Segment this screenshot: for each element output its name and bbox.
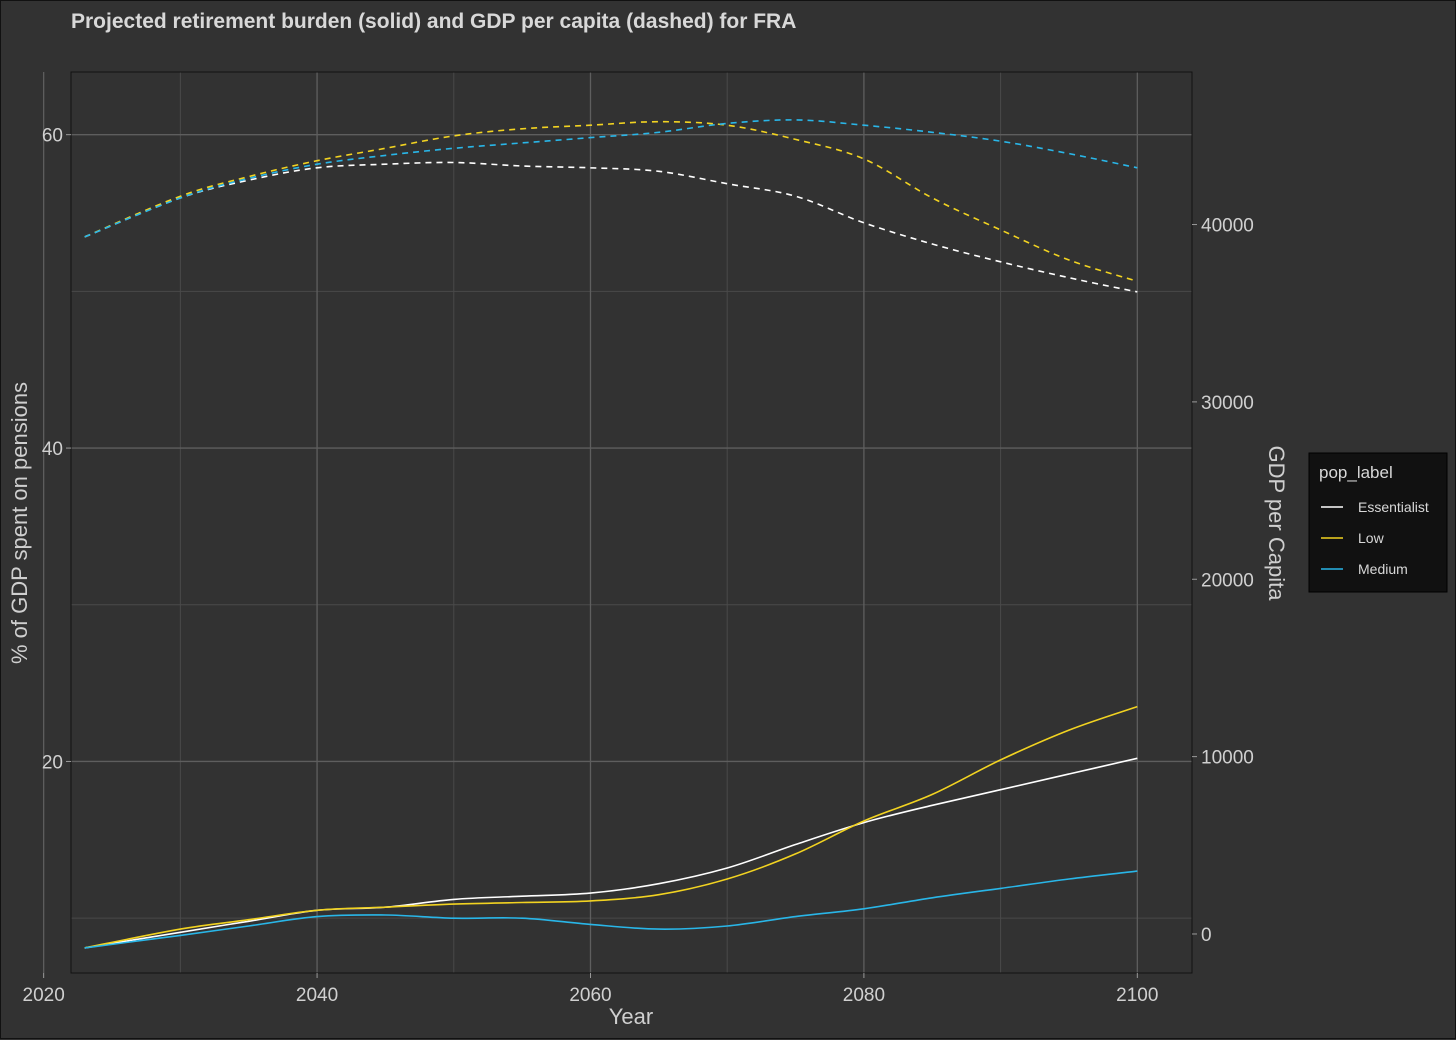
x-tick-label: 2020 [23,985,65,1006]
x-tick-label: 2100 [1116,985,1158,1006]
legend-label-low: Low [1358,530,1385,546]
y-tick-label: 60 [42,126,63,147]
legend-label-medium: Medium [1358,561,1408,577]
x-tick-label: 2060 [569,985,611,1006]
y-right-tick-label: 20000 [1201,570,1254,591]
legend: pop_label Essentialist Low Medium [1308,452,1448,593]
series-line-medium-solid [84,870,1138,949]
y-right-tick-label: 40000 [1201,216,1254,237]
series-line-essentialist-solid [84,757,1138,949]
y-axis-title: % of GDP spent on pensions [7,382,32,664]
series-line-low-dashed [84,120,1138,283]
legend-label-essentialist: Essentialist [1358,499,1429,515]
panel-border [70,71,1193,974]
legend-title: pop_label [1319,463,1393,482]
legend-items: Essentialist Low Medium [1321,499,1429,577]
x-axis-title: Year [609,1004,653,1029]
x-tick-label: 2040 [296,985,338,1006]
series-lines [84,119,1138,949]
y-tick-label: 40 [42,439,63,460]
y-right-tick-label: 30000 [1201,393,1254,414]
panel [70,71,1193,974]
y-right-tick-label: 10000 [1201,748,1254,769]
chart-title: Projected retirement burden (solid) and … [71,10,796,33]
y-right-axis-title: GDP per Capita [1264,446,1289,602]
y-axis-ticks: 20 40 60 [42,126,71,773]
x-tick-label: 2080 [843,985,885,1006]
x-axis-ticks: 2020 2040 2060 2080 2100 [23,973,1158,1006]
y-right-axis-ticks: 0 10000 20000 30000 40000 [1192,216,1254,946]
y-right-tick-label: 0 [1201,925,1212,946]
y-tick-label: 20 [42,752,63,773]
series-line-low-solid [84,705,1138,949]
series-line-essentialist-dashed [84,161,1138,293]
series-line-medium-dashed [84,119,1138,238]
